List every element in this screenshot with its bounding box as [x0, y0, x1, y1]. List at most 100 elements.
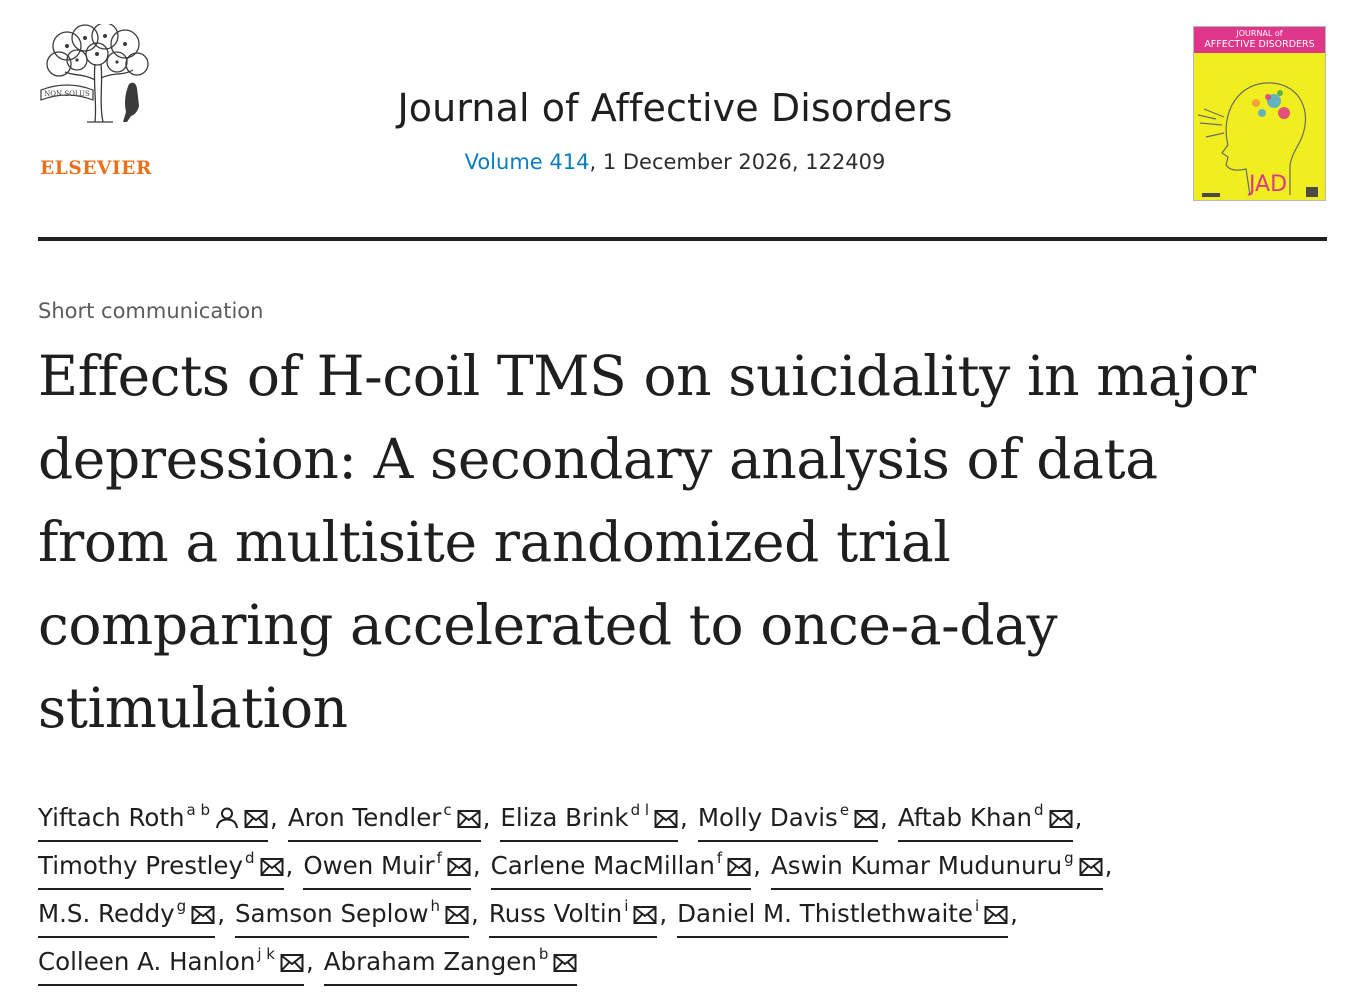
author-name: Aswin Kumar Mudunuru — [770, 851, 1063, 880]
envelope-icon[interactable] — [984, 905, 1008, 925]
affiliation-marker[interactable]: f — [716, 849, 723, 867]
author-separator: , — [285, 851, 294, 880]
author-link[interactable]: Abraham Zangen b — [323, 934, 578, 986]
journal-cover-thumbnail[interactable]: JOURNAL of AFFECTIVE DISORDERS JAD — [1193, 26, 1326, 201]
author-link[interactable]: Yiftach Roth a b — [38, 790, 269, 842]
article-title: Effects of H-coil TMS on suicidality in … — [38, 335, 1338, 750]
author-name: M.S. Reddy — [38, 899, 175, 928]
affiliation-marker[interactable]: e — [839, 801, 850, 819]
affiliation-marker[interactable]: a b — [186, 801, 211, 819]
cover-monogram: JAD — [1247, 172, 1287, 197]
author-line: Yiftach Roth a b, Aron Tendler c, Eliza Brin… — [38, 790, 1338, 842]
author-link[interactable]: Timothy Prestley d — [38, 838, 284, 890]
author-name: Russ Voltin — [488, 899, 623, 928]
author-separator: , — [659, 899, 668, 928]
elsevier-tree-icon: NON SOLUS — [40, 24, 149, 123]
envelope-icon[interactable] — [457, 809, 481, 829]
author-link[interactable]: Russ Voltin i — [488, 886, 658, 938]
author-link[interactable]: Molly Davis e — [697, 790, 879, 842]
envelope-icon[interactable] — [260, 857, 284, 877]
author-name: Samson Seplow — [234, 899, 429, 928]
author-separator: , — [471, 899, 479, 928]
author-link[interactable]: Eliza Brink d l — [500, 790, 679, 842]
article-title-line: depression: A secondary analysis of data — [38, 427, 1158, 491]
author-link[interactable]: Daniel M. Thistlethwaite i — [677, 886, 1009, 938]
author-separator: , — [880, 803, 888, 832]
article-title-line: comparing accelerated to once-a-day — [38, 593, 1058, 657]
header-divider — [38, 237, 1327, 241]
author-link[interactable]: Aron Tendler c — [287, 790, 481, 842]
author-separator: , — [680, 803, 688, 832]
cover-title-line2: AFFECTIVE DISORDERS — [1204, 39, 1315, 50]
author-link[interactable]: Colleen A. Hanlon j k — [38, 934, 304, 986]
author-separator: , — [270, 803, 278, 832]
cover-title-band — [1194, 27, 1325, 53]
article-title-line: from a multisite randomized trial — [38, 510, 951, 574]
envelope-icon[interactable] — [854, 809, 878, 829]
envelope-icon[interactable] — [633, 905, 657, 925]
envelope-icon[interactable] — [727, 857, 751, 877]
author-name: Daniel M. Thistlethwaite — [677, 899, 973, 928]
article-title-line: stimulation — [38, 676, 348, 740]
article-title-line: Effects of H-coil TMS on suicidality in … — [38, 344, 1256, 408]
author-name: Molly Davis — [697, 803, 838, 832]
author-link[interactable]: Carlene MacMillan f — [490, 838, 752, 890]
envelope-icon[interactable] — [1079, 857, 1103, 877]
affiliation-marker[interactable]: g — [176, 897, 187, 915]
author-link[interactable]: Owen Muir f — [303, 838, 471, 890]
affiliation-marker[interactable]: c — [443, 801, 452, 819]
affiliation-marker[interactable]: i — [624, 897, 629, 915]
author-link[interactable]: Aswin Kumar Mudunuru g — [770, 838, 1103, 890]
affiliation-marker[interactable]: d — [245, 849, 255, 867]
envelope-icon[interactable] — [445, 905, 469, 925]
author-separator: , — [482, 803, 491, 832]
author-separator: , — [1074, 803, 1083, 832]
elsevier-wordmark: ELSEVIER — [40, 158, 152, 179]
author-separator: , — [1010, 899, 1018, 928]
cover-head-illustration-icon: JAD — [1197, 82, 1318, 197]
envelope-icon[interactable] — [244, 809, 268, 829]
affiliation-marker[interactable]: i — [974, 897, 980, 915]
envelope-icon[interactable] — [1049, 809, 1073, 829]
elsevier-logo[interactable]: NON SOLUS ELSEVIER — [37, 24, 155, 179]
logo-banner-text: NON SOLUS — [44, 90, 90, 98]
affiliation-marker[interactable]: g — [1064, 849, 1074, 867]
author-link[interactable]: M.S. Reddy g — [38, 886, 216, 938]
author-separator: , — [217, 899, 225, 928]
envelope-icon[interactable] — [447, 857, 471, 877]
affiliation-marker[interactable]: d — [1034, 801, 1044, 819]
affiliation-marker[interactable]: h — [430, 897, 441, 915]
author-name: Yiftach Roth — [38, 803, 185, 832]
journal-title[interactable]: Journal of Affective Disorders — [397, 86, 953, 130]
author-link[interactable]: Samson Seplow h — [234, 886, 470, 938]
affiliation-marker[interactable]: j k — [257, 945, 275, 963]
envelope-icon[interactable] — [191, 905, 215, 925]
envelope-icon[interactable] — [280, 953, 304, 973]
journal-issue-info: Volume 414, 1 December 2026, 122409 — [0, 150, 1350, 174]
issue-date-id: , 1 December 2026, 122409 — [589, 150, 886, 174]
cover-title-line1: JOURNAL of — [1236, 29, 1283, 38]
author-link[interactable]: Aftab Khan d — [897, 790, 1073, 842]
author-separator: , — [472, 851, 481, 880]
author-separator: , — [306, 947, 314, 976]
author-separator: , — [1104, 851, 1113, 880]
author-list: Yiftach Roth a b, Aron Tendler c, Eliza Brin… — [38, 790, 1338, 986]
author-line: Timothy Prestley d, Owen Muir f, Carlene Mac… — [38, 838, 1338, 890]
author-line: M.S. Reddy g, Samson Seplow h, Russ Voltin i,… — [38, 886, 1338, 938]
envelope-icon[interactable] — [654, 809, 678, 829]
author-separator: , — [753, 851, 761, 880]
author-name: Owen Muir — [303, 851, 435, 880]
envelope-icon[interactable] — [553, 953, 577, 973]
affiliation-marker[interactable]: d l — [630, 801, 650, 819]
author-line: Colleen A. Hanlon j k, Abraham Zangen b — [38, 934, 1338, 986]
affiliation-marker[interactable]: f — [436, 849, 442, 867]
author-name: Aron Tendler — [287, 803, 442, 832]
author-name: Eliza Brink — [500, 803, 629, 832]
volume-link[interactable]: Volume 414 — [464, 150, 590, 174]
article-type-label: Short communication — [38, 299, 264, 323]
author-name: Abraham Zangen — [323, 947, 537, 976]
author-name: Carlene MacMillan — [490, 851, 715, 880]
affiliation-marker[interactable]: b — [538, 945, 549, 963]
person-icon[interactable] — [215, 807, 239, 829]
author-name: Colleen A. Hanlon — [38, 947, 256, 976]
